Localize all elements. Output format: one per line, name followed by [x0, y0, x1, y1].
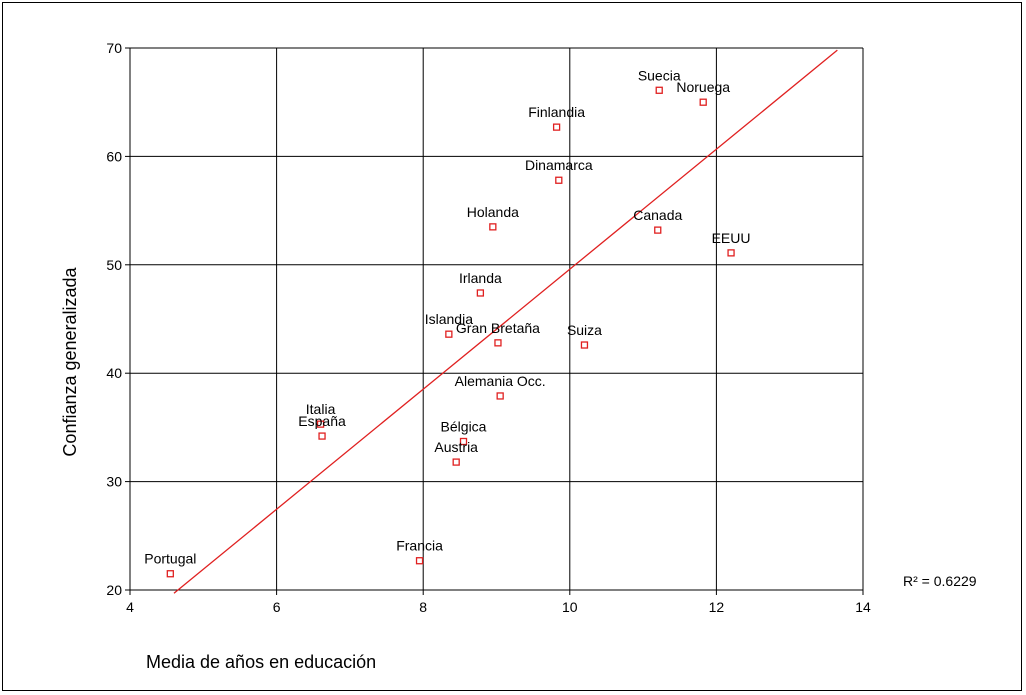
point-label: Suiza	[567, 322, 602, 338]
data-point	[699, 98, 707, 106]
data-point	[489, 223, 497, 231]
data-point	[496, 392, 504, 400]
data-point	[580, 341, 589, 349]
data-point	[494, 339, 502, 347]
data-point	[452, 458, 460, 466]
y-tick-labels: 20 30 40 50 60 70	[106, 40, 122, 598]
y-tick-label: 20	[106, 582, 122, 598]
x-tick-label: 14	[855, 599, 871, 615]
data-point	[415, 557, 424, 565]
data-point	[654, 226, 662, 234]
grid-lines	[125, 47, 864, 595]
point-label: Portugal	[144, 551, 196, 567]
point-label: Noruega	[676, 79, 730, 95]
data-point	[727, 249, 735, 257]
r-squared-label: R² = 0.6229	[903, 573, 977, 589]
x-tick-label: 6	[273, 599, 281, 615]
x-tick-label: 8	[419, 599, 427, 615]
x-axis-title: Media de años en educación	[146, 652, 376, 672]
point-label: Finlandia	[528, 104, 585, 120]
point-label: Alemania Occ.	[455, 373, 546, 389]
point-label: Canada	[633, 207, 682, 223]
point-label: Dinamarca	[525, 157, 593, 173]
regression-line	[173, 49, 838, 594]
data-point	[552, 123, 561, 131]
y-tick-label: 40	[106, 365, 122, 381]
data-point	[166, 570, 174, 578]
y-tick-label: 70	[106, 40, 122, 56]
point-label: Holanda	[467, 204, 519, 220]
data-point	[476, 289, 485, 297]
y-tick-label: 50	[106, 257, 122, 273]
point-label: Irlanda	[459, 270, 502, 286]
point-label: Suecia	[638, 67, 681, 83]
point-label: Islandia	[425, 311, 473, 327]
data-point	[445, 330, 453, 338]
data-point	[459, 437, 468, 446]
y-tick-label: 30	[106, 474, 122, 490]
point-label: EEUU	[712, 230, 751, 246]
data-point	[316, 420, 325, 428]
x-tick-label: 4	[126, 599, 134, 615]
point-label: Austria	[434, 439, 478, 455]
point-label: Gran Bretaña	[456, 320, 540, 336]
x-tick-label: 10	[562, 599, 578, 615]
x-tick-labels: 4 6 8 10 12 14	[126, 599, 871, 615]
point-label: Italia	[306, 401, 336, 417]
data-point	[555, 176, 563, 184]
point-label: Bélgica	[441, 418, 487, 434]
data-points	[166, 86, 735, 578]
y-axis-title: Confianza generalizada	[60, 266, 80, 456]
x-tick-label: 12	[709, 599, 725, 615]
y-tick-label: 60	[106, 148, 122, 164]
data-point	[655, 86, 663, 94]
point-label: España	[298, 413, 346, 429]
point-label: Francia	[396, 538, 443, 554]
data-point	[318, 432, 326, 440]
